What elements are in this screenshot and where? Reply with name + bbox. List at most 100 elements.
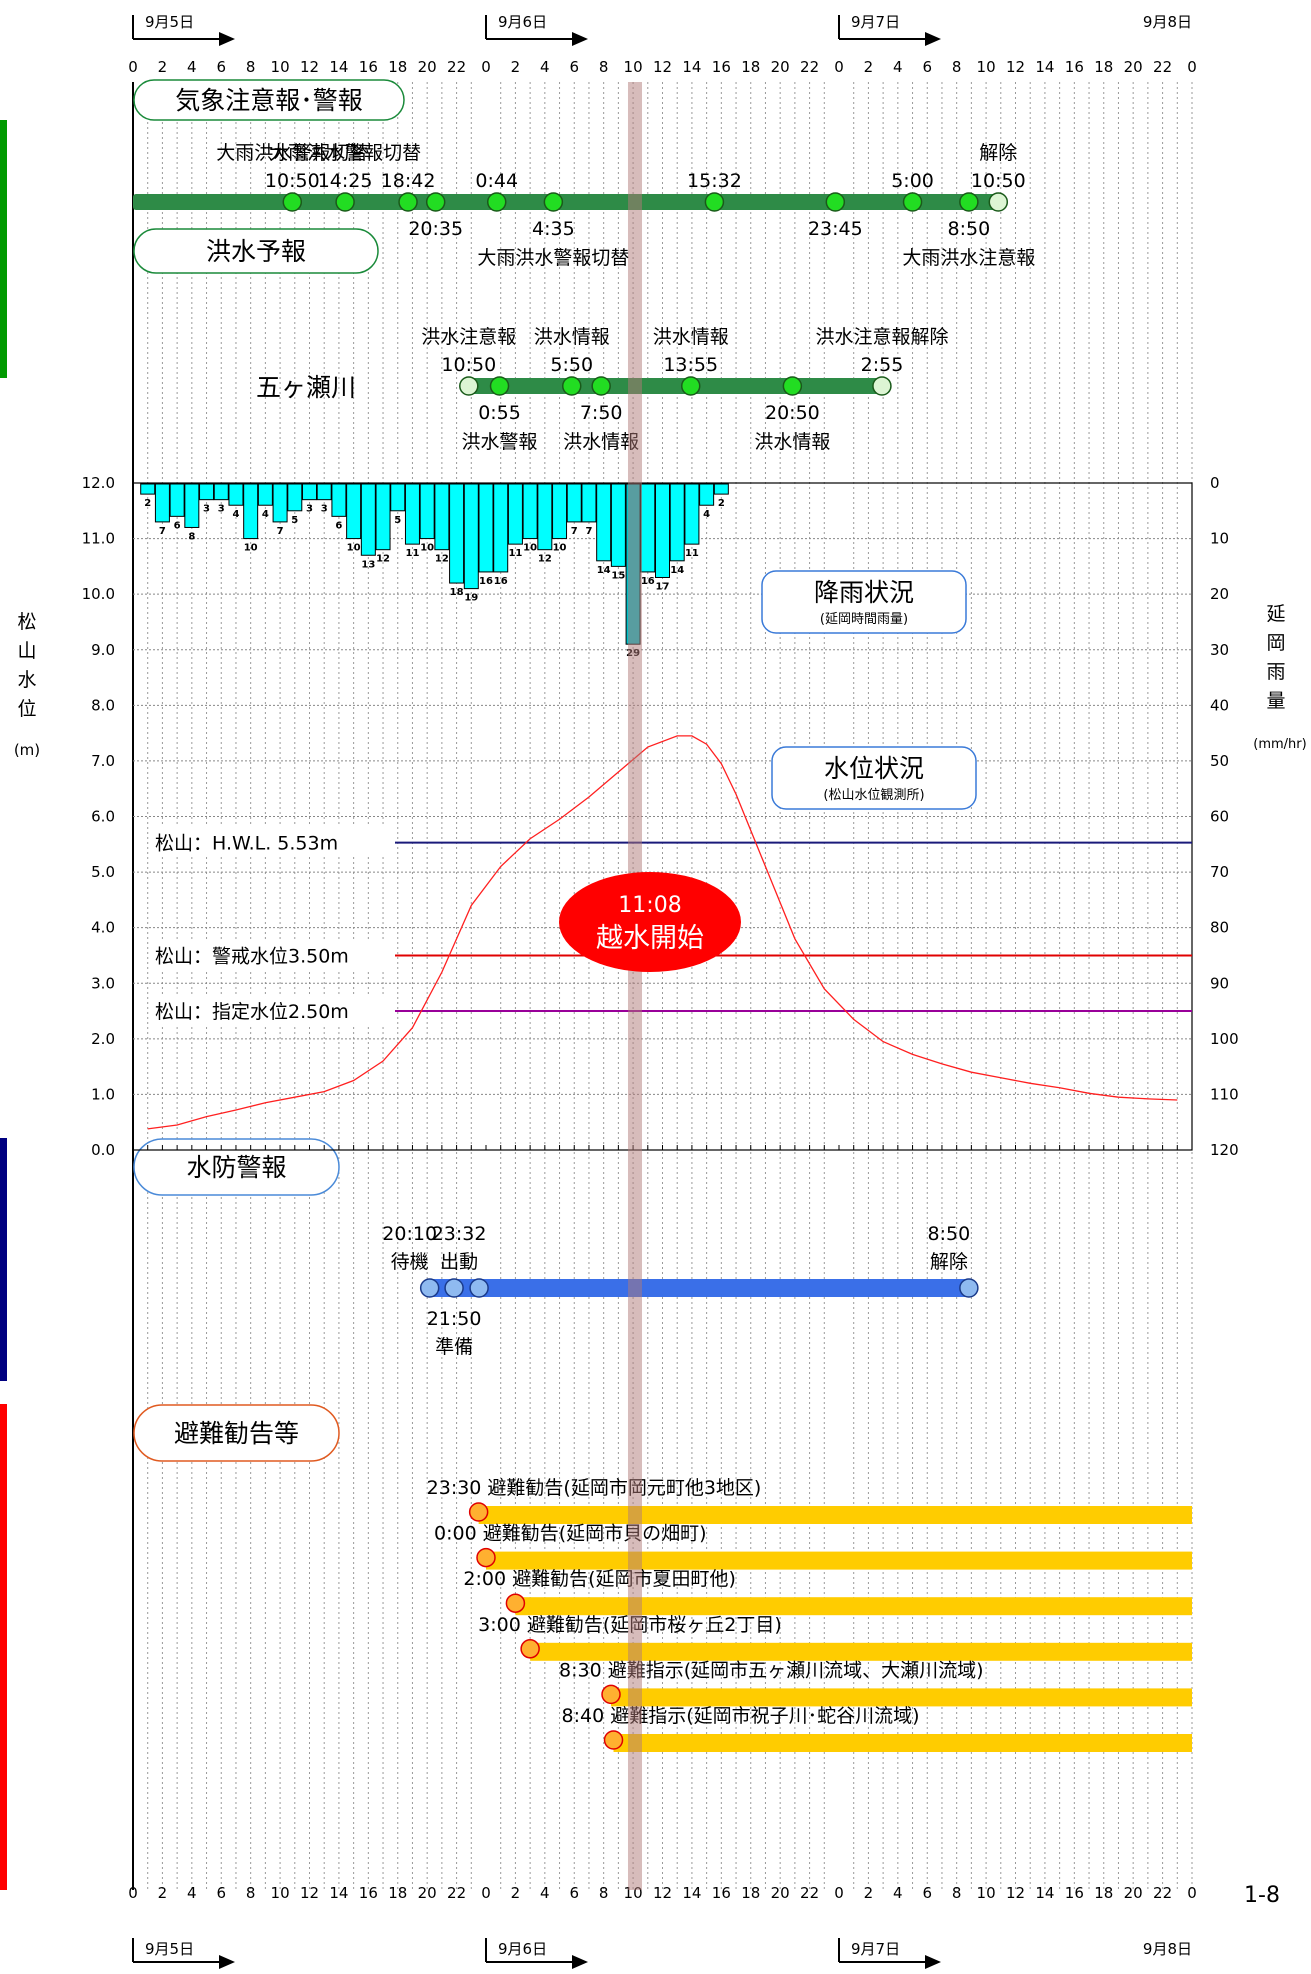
rain-bar xyxy=(640,483,656,573)
hour-tick-label: 6 xyxy=(922,1884,932,1902)
defense-time: 20:10 xyxy=(382,1223,437,1245)
water-level-line xyxy=(147,735,1178,1130)
event-note: 解除 xyxy=(979,142,1017,164)
evac-dot xyxy=(601,1684,621,1705)
axis-label-char: 延 xyxy=(1266,603,1285,625)
rain-bar xyxy=(243,483,259,540)
hour-tick-label: 12 xyxy=(300,1884,319,1902)
hour-tick-label: 18 xyxy=(1094,1884,1113,1902)
rain-value-label: 2 xyxy=(718,498,725,509)
event-time: 7:50 xyxy=(580,402,623,424)
overflow-highlight: 11:08 越水開始 xyxy=(559,82,741,1890)
rain-value-label: 10 xyxy=(347,543,361,554)
hour-tick-label: 20 xyxy=(1124,58,1143,76)
rain-bar xyxy=(522,483,538,540)
defense-note: 出動 xyxy=(440,1251,478,1273)
rain-value-label: 3 xyxy=(218,504,225,515)
section-box xyxy=(133,1404,340,1462)
hour-tick-label: 20 xyxy=(771,58,790,76)
rain-value-label: 7 xyxy=(277,526,284,537)
rain-value-label: 3 xyxy=(203,504,210,515)
weather-warning-timeline: 10:50 大雨洪水警報切替 14:25 大雨洪水警報切替 18:42 20:35 0:44… xyxy=(133,142,1035,269)
rain-value-label: 7 xyxy=(159,526,166,537)
rain-bar xyxy=(375,483,391,551)
rain-value-label: 8 xyxy=(188,531,195,542)
section-title: 気象注意報･警報 xyxy=(175,86,363,115)
hour-tick-label: 12 xyxy=(1006,1884,1025,1902)
event-dot xyxy=(591,376,611,396)
timeline-bar xyxy=(468,378,882,394)
rain-tick: 90 xyxy=(1210,974,1229,992)
overflow-time-band xyxy=(627,82,642,1890)
info-title: 水位状況 xyxy=(824,754,924,783)
date-label: 9月5日 xyxy=(145,1940,194,1958)
water-level-tick: 4.0 xyxy=(91,919,115,937)
hour-tick-label: 14 xyxy=(1035,1884,1054,1902)
date-label: 9月6日 xyxy=(498,1940,547,1958)
event-dot xyxy=(543,192,564,212)
evac-bar xyxy=(530,1642,1192,1661)
rain-bar xyxy=(699,483,715,506)
rain-value-label: 5 xyxy=(394,515,401,526)
rain-value-label: 2 xyxy=(144,498,151,509)
date-arrow-head xyxy=(925,32,941,46)
event-dot xyxy=(486,192,507,212)
rain-bar xyxy=(463,483,479,590)
rain-tick: 40 xyxy=(1210,696,1229,714)
rain-bar xyxy=(390,483,406,512)
hour-tick-label: 18 xyxy=(741,1884,760,1902)
rain-value-label: 4 xyxy=(703,509,710,520)
hour-tick-label: 4 xyxy=(540,1884,550,1902)
rain-bar xyxy=(140,483,156,495)
evac-text: 8:40 避難指示(延岡市祝子川･蛇谷川流域) xyxy=(562,1705,920,1727)
rain-bar xyxy=(302,483,317,501)
event-dot xyxy=(561,376,582,396)
event-time: 20:50 xyxy=(765,402,820,424)
water-level-tick: 1.0 xyxy=(91,1085,115,1103)
rain-tick: 0 xyxy=(1210,474,1220,492)
side-bar-red xyxy=(0,1404,7,1890)
rain-value-label: 14 xyxy=(597,565,611,576)
rain-value-label: 13 xyxy=(361,559,375,570)
hour-tick-label: 20 xyxy=(418,58,437,76)
hour-tick-label: 8 xyxy=(952,58,962,76)
timeline-bar xyxy=(133,194,999,210)
axis-label-char: 位 xyxy=(17,698,36,720)
water-level-tick: 6.0 xyxy=(91,808,115,826)
hour-tick-label: 22 xyxy=(1153,58,1172,76)
evac-dot xyxy=(603,1730,624,1750)
side-bar-green xyxy=(0,120,7,378)
rain-value-label: 11 xyxy=(685,548,699,559)
hour-tick-label: 0 xyxy=(128,1884,138,1902)
axis-label-char: 松 xyxy=(17,611,36,633)
rain-value-label: 3 xyxy=(321,504,328,515)
rain-value-label: 19 xyxy=(464,593,478,604)
hour-tick-label: 0 xyxy=(1187,1884,1197,1902)
hour-tick-label: 10 xyxy=(977,1884,996,1902)
hour-tick-label: 0 xyxy=(481,58,491,76)
hour-tick-label: 14 xyxy=(329,58,348,76)
event-note: 大雨洪水警報切替 xyxy=(216,142,368,164)
rain-bar xyxy=(493,483,509,573)
hour-tick-label: 2 xyxy=(864,1884,874,1902)
event-time: 10:50 xyxy=(265,170,320,192)
evac-text: 0:00 避難勧告(延岡市貝の畑町) xyxy=(434,1523,707,1545)
event-time: 0:44 xyxy=(475,170,518,192)
event-time: 23:45 xyxy=(808,218,863,240)
defense-time: 23:32 xyxy=(432,1223,487,1245)
hour-tick-label: 20 xyxy=(771,1884,790,1902)
defense-dot xyxy=(469,1278,489,1298)
rain-value-label: 16 xyxy=(641,576,655,587)
hour-tick-label: 0 xyxy=(834,1884,844,1902)
defense-time: 8:50 xyxy=(928,1223,971,1245)
flood-defense-timeline: 20:10 待機 21:50 準備 23:32 出動 8:50 解除 xyxy=(382,1223,979,1358)
rain-bar xyxy=(257,483,273,506)
hour-tick-label: 6 xyxy=(569,58,579,76)
rain-bar xyxy=(287,483,303,512)
water-level-tick: 12.0 xyxy=(82,474,115,492)
water-level-tick: 8.0 xyxy=(91,696,115,714)
hour-tick-label: 22 xyxy=(447,58,466,76)
hour-tick-label: 6 xyxy=(216,1884,226,1902)
